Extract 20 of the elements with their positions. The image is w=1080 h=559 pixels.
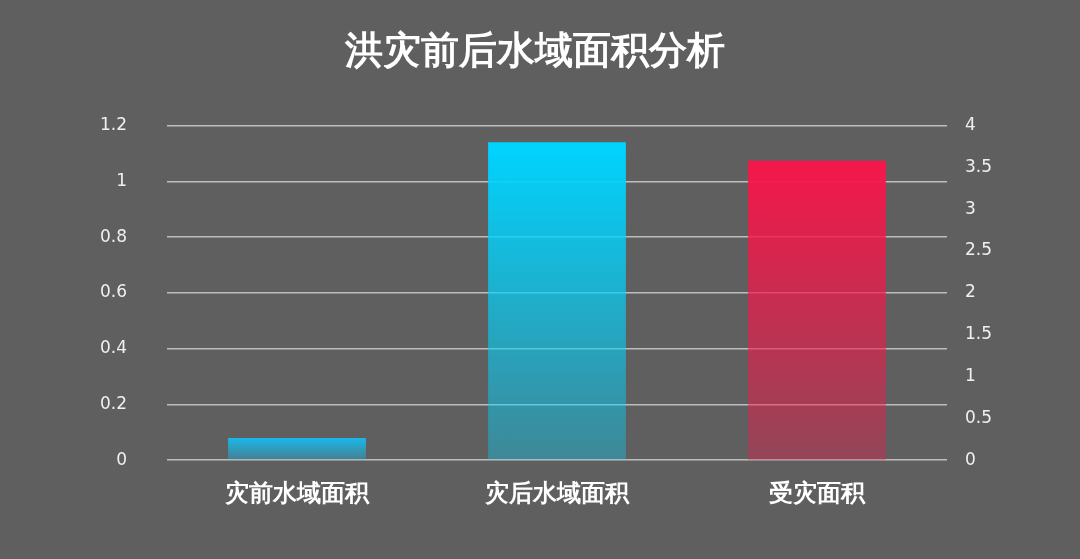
chart-title: 洪灾前后水域面积分析 <box>344 27 725 72</box>
y2-tick-label: 2.5 <box>964 239 993 260</box>
y2-tick-label: 0.5 <box>964 406 993 427</box>
y2-tick-label: 1.5 <box>964 323 993 344</box>
x-tick-label: 灾前水域面积 <box>225 478 371 507</box>
y2-tick-label: 1 <box>964 364 976 385</box>
y2-tick-label: 3.5 <box>964 155 993 176</box>
y-tick-label: 0.2 <box>99 392 128 413</box>
y2-tick-label: 3 <box>964 197 976 218</box>
y-tick-label: 0.6 <box>99 281 128 302</box>
y2-tick-label: 0 <box>964 448 976 469</box>
y-tick-label: 1 <box>116 169 128 190</box>
y2-tick-label: 2 <box>964 281 976 302</box>
y-tick-label: 1.2 <box>99 114 128 135</box>
x-tick-label: 灾后水域面积 <box>485 478 630 507</box>
y-tick-label: 0 <box>116 448 128 469</box>
x-tick-label: 受灾面积 <box>768 478 866 507</box>
y2-tick-label: 4 <box>964 114 976 135</box>
y-tick-label: 0.8 <box>99 225 128 246</box>
y-tick-label: 0.4 <box>99 337 128 358</box>
